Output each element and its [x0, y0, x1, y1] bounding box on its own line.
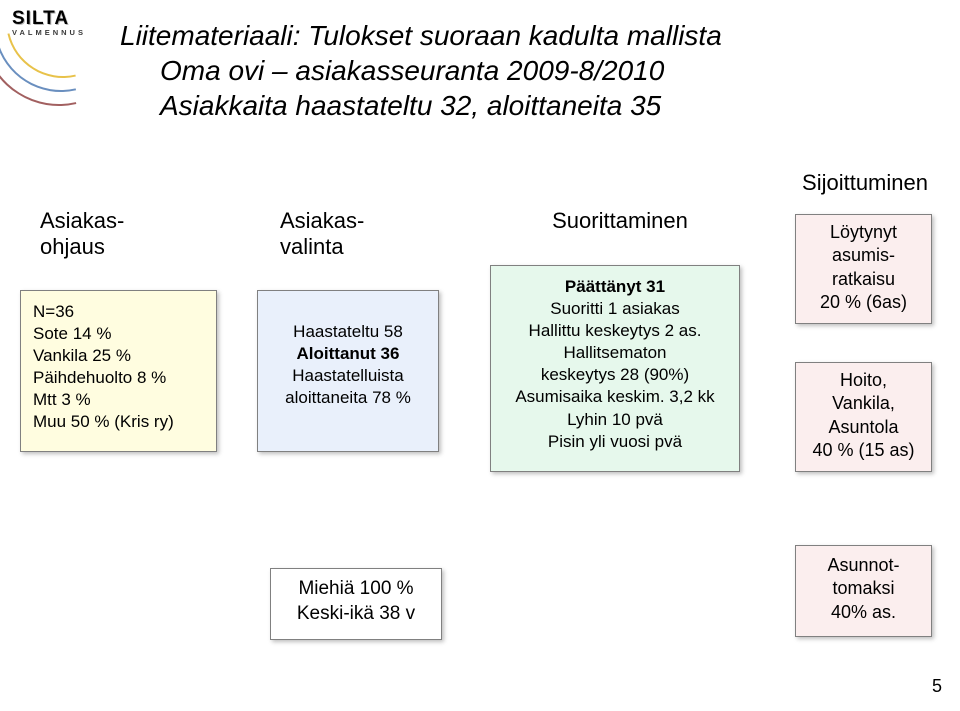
col4-box3-content: Asunnot- tomaksi 40% as. — [796, 546, 931, 630]
col1-box: N=36 Sote 14 % Vankila 25 % Päihdehuolto… — [20, 290, 217, 452]
col3-box-content: Päättänyt 31 Suoritti 1 asiakas Hallittu… — [491, 266, 739, 459]
col3-label: Suorittaminen — [510, 208, 730, 234]
col4-box2: Hoito, Vankila, Asuntola 40 % (15 as) — [795, 362, 932, 472]
page-number: 5 — [932, 676, 942, 697]
col4-box3: Asunnot- tomaksi 40% as. — [795, 545, 932, 637]
title-line-3: Asiakkaita haastateltu 32, aloittaneita … — [120, 88, 722, 123]
page-title: Liitemateriaali: Tulokset suoraan kadult… — [120, 18, 722, 123]
logo: SILTA SILTA VALMENNUS — [12, 8, 102, 37]
col3-box: Päättänyt 31 Suoritti 1 asiakas Hallittu… — [490, 265, 740, 472]
col4-box1: Löytynyt asumis- ratkaisu 20 % (6as) — [795, 214, 932, 324]
col1-label: Asiakas- ohjaus — [40, 208, 190, 260]
bottom-box: Miehiä 100 % Keski-ikä 38 v — [270, 568, 442, 640]
col4-label: Sijoittuminen — [790, 170, 940, 196]
col2-box-content: Haastateltu 58 Aloittanut 36 Haastatellu… — [258, 291, 438, 415]
col4-box1-content: Löytynyt asumis- ratkaisu 20 % (6as) — [796, 215, 931, 321]
col4-box2-content: Hoito, Vankila, Asuntola 40 % (15 as) — [796, 363, 931, 469]
col1-box-content: N=36 Sote 14 % Vankila 25 % Päihdehuolto… — [21, 291, 216, 440]
col2-label: Asiakas- valinta — [280, 208, 430, 260]
title-line-1: Liitemateriaali: Tulokset suoraan kadult… — [120, 18, 722, 53]
bottom-box-content: Miehiä 100 % Keski-ikä 38 v — [271, 569, 441, 632]
col2-box: Haastateltu 58 Aloittanut 36 Haastatellu… — [257, 290, 439, 452]
title-line-2: Oma ovi – asiakasseuranta 2009-8/2010 — [120, 53, 722, 88]
